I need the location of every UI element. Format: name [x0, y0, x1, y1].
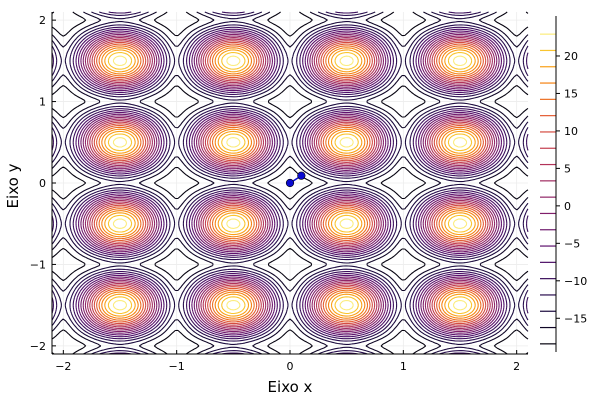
contour-level [51, 11, 529, 355]
contour-level [112, 55, 468, 311]
contour-level [107, 51, 473, 315]
grid [52, 12, 528, 354]
colorbar: −15 −10 −5 0 5 10 15 20 [540, 16, 587, 352]
path-point [285, 178, 295, 188]
contour-level [75, 28, 505, 338]
contour-level [84, 35, 496, 331]
x-axis-label: Eixo x [268, 378, 313, 396]
contour-level [101, 47, 479, 319]
contour-level [104, 49, 476, 317]
x-tick-label: −2 [55, 360, 71, 373]
colorbar-tick-label: −10 [564, 275, 587, 288]
contour-level [98, 45, 482, 321]
y-tick-label: 1 [39, 96, 46, 109]
colorbar-tick-label: −15 [564, 312, 587, 325]
x-tick-label: 1 [400, 360, 407, 373]
colorbar-tick-label: −5 [564, 237, 580, 250]
x-tick-label: 2 [513, 360, 520, 373]
contour-level [91, 40, 489, 326]
path-point [297, 171, 306, 180]
colorbar-tick-label: 5 [564, 162, 571, 175]
contour-level [89, 38, 491, 328]
colorbar-tick-label: 15 [564, 87, 578, 100]
contour-level [93, 41, 487, 325]
y-tick-label: 0 [39, 177, 46, 190]
contour-level [87, 37, 493, 329]
x-tick-label: −1 [169, 360, 185, 373]
colorbar-tick-label: 10 [564, 125, 578, 138]
y-axis-label: Eixo y [4, 163, 22, 208]
y-tick-label: 2 [39, 14, 46, 27]
contour-level [80, 32, 500, 334]
contour-level [82, 33, 498, 333]
y-tick-label: −2 [30, 340, 46, 353]
contour-level [96, 43, 484, 323]
x-tick-label: 0 [287, 360, 294, 373]
contour-level [51, 11, 529, 355]
axes: −2 −1 0 1 2 −2 −1 0 1 2 [30, 12, 528, 373]
y-tick-label: −1 [30, 258, 46, 271]
contour-level [78, 30, 502, 336]
colorbar-tick-label: 0 [564, 200, 571, 213]
optimization-path [285, 171, 306, 188]
contour-lines [51, 11, 529, 355]
contour-level [51, 11, 529, 355]
colorbar-tick-label: 20 [564, 50, 578, 63]
